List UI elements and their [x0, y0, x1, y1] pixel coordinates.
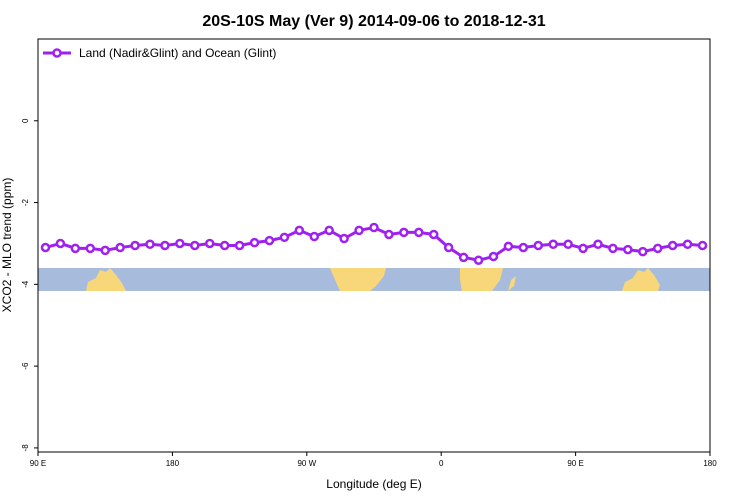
y-tick-label: -6 — [21, 362, 30, 370]
point — [638, 246, 648, 257]
point — [399, 227, 409, 238]
x-tick-label: 90 E — [30, 459, 46, 468]
point — [175, 238, 185, 249]
x-tick-label: 180 — [166, 459, 180, 468]
map-land — [86, 268, 126, 291]
point — [324, 225, 334, 236]
plot-frame — [37, 38, 711, 453]
map-land — [460, 268, 503, 291]
point — [219, 240, 230, 251]
point — [443, 242, 454, 253]
series-line — [45, 225, 703, 262]
point — [145, 239, 155, 250]
point — [354, 225, 364, 236]
point — [100, 245, 110, 256]
y-tick-label: 0 — [21, 118, 30, 123]
point — [70, 243, 81, 254]
point — [593, 239, 603, 250]
y-tick-label: -2 — [21, 198, 30, 206]
point — [369, 222, 379, 233]
point — [190, 240, 200, 251]
point — [667, 240, 678, 251]
point — [130, 240, 140, 251]
x-tick-label: 180 — [703, 459, 717, 468]
point — [458, 252, 469, 263]
point — [414, 227, 424, 238]
point — [234, 240, 245, 251]
chart-title: 20S-10S May (Ver 9) 2014-09-06 to 2018-1… — [202, 13, 545, 30]
point — [503, 241, 514, 252]
point — [55, 238, 66, 249]
point — [384, 229, 394, 240]
point — [518, 242, 529, 253]
map-land — [508, 276, 516, 291]
point — [339, 233, 349, 244]
point — [204, 238, 215, 249]
point — [279, 232, 290, 243]
legend-label: Land (Nadir&Glint) and Ocean (Glint) — [79, 46, 276, 60]
point — [578, 243, 588, 254]
point — [160, 240, 170, 251]
point — [697, 240, 708, 251]
point — [563, 239, 573, 250]
y-axis-label: XCO2 - MLO trend (ppm) — [0, 178, 14, 313]
point — [294, 225, 305, 236]
y-tick-label: -8 — [21, 444, 30, 452]
point — [652, 243, 663, 254]
point — [548, 239, 558, 250]
point — [85, 243, 96, 254]
y-tick-label: -4 — [21, 280, 30, 288]
point — [264, 235, 275, 246]
x-tick-label: 90 E — [567, 459, 583, 468]
point — [488, 251, 499, 262]
point — [309, 231, 320, 242]
map-land — [622, 268, 660, 291]
point — [533, 240, 544, 251]
point — [473, 255, 484, 265]
point — [428, 229, 439, 240]
legend-marker — [52, 48, 62, 58]
map-land — [330, 268, 386, 291]
x-tick-label: 0 — [439, 459, 444, 468]
point — [249, 237, 260, 248]
x-axis-label: Longitude (deg E) — [326, 477, 421, 491]
point — [623, 244, 633, 255]
point — [682, 239, 693, 250]
point — [40, 242, 51, 253]
point — [608, 243, 618, 254]
point — [115, 242, 125, 253]
x-tick-label: 90 W — [297, 459, 316, 468]
